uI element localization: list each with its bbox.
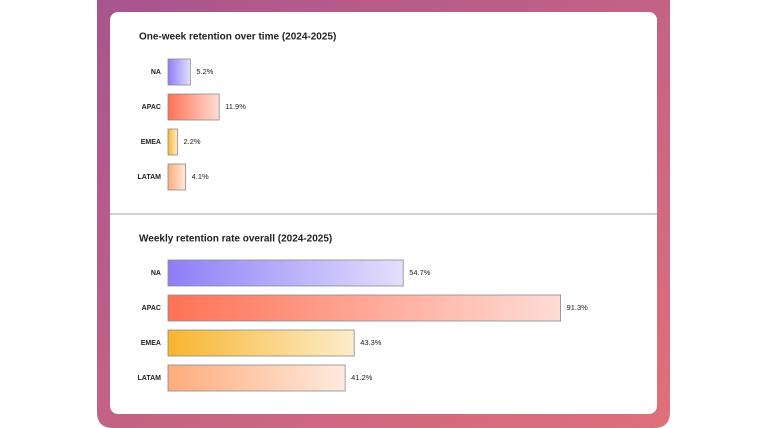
y-tick-label: NA: [151, 270, 161, 277]
value-label: 41.2%: [351, 373, 373, 382]
bar: [167, 163, 187, 191]
value-label: 43.3%: [360, 338, 382, 347]
bar: [167, 329, 355, 357]
y-tick-label: LATAM: [138, 174, 162, 181]
bar: [167, 259, 404, 287]
y-tick-label: EMEA: [141, 340, 161, 347]
bar: [167, 58, 191, 86]
bar: [167, 93, 220, 121]
y-tick-label: APAC: [142, 104, 161, 111]
bar: [167, 294, 561, 322]
value-label: 2.2%: [183, 137, 200, 146]
chart-title: One-week retention over time (2024-2025): [139, 32, 336, 43]
value-label: 4.1%: [192, 172, 209, 181]
value-label: 5.2%: [196, 67, 213, 76]
value-label: 91.3%: [567, 303, 589, 312]
value-label: 11.9%: [225, 102, 246, 111]
y-tick-label: LATAM: [138, 375, 162, 382]
bar: [167, 364, 346, 392]
bar: [167, 128, 178, 156]
value-label: 54.7%: [409, 268, 431, 277]
y-tick-label: EMEA: [141, 139, 161, 146]
y-tick-label: NA: [151, 69, 161, 76]
chart-title: Weekly retention rate overall (2024-2025…: [139, 234, 332, 245]
y-tick-label: APAC: [142, 305, 161, 312]
